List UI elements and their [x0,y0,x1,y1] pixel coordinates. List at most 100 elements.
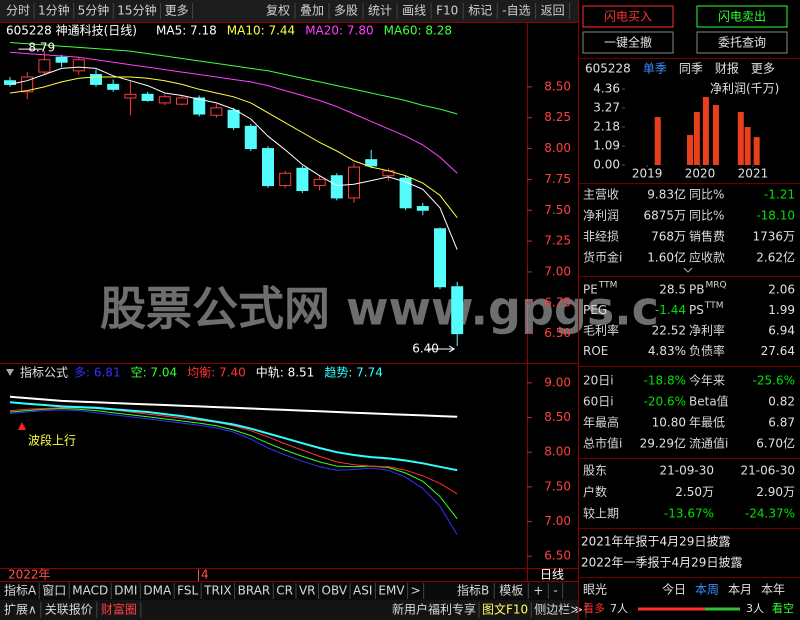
label: 主营收 [583,188,619,202]
indicator-tab[interactable]: 指标A [4,583,37,598]
trade-button[interactable] [696,5,788,28]
indicator-tab[interactable]: CR [276,584,293,598]
toolbar-button[interactable]: 复权 [266,4,290,18]
candle-body [416,206,429,211]
trade-button-label[interactable]: 委托查询 [718,36,766,50]
y-tick-label: 2.18 [593,120,620,134]
panel-tab[interactable]: 单季 [643,62,667,76]
y-tick-label: 6.75 [544,295,571,309]
label: 净利率 [689,323,725,338]
indicator-tab[interactable]: DMI [114,584,137,598]
candle-body [227,109,240,129]
label: 销售费 [689,229,725,244]
panel-tab[interactable]: 更多 [751,62,775,76]
period-tab[interactable]: 本年 [761,583,785,597]
bar [654,117,661,165]
label: 货币金i [583,250,622,265]
indicator-tab[interactable]: DMA [143,584,172,598]
legend-entry: 中轨: 8.51 [256,365,315,380]
toolbar-button[interactable]: 返回 [541,4,565,18]
toolbar-button[interactable]: 15分钟 [117,3,156,18]
label: PEG [583,303,607,317]
trade-button-label[interactable]: 一键全撤 [604,35,652,50]
toolbar-button[interactable]: 标记 [468,4,492,18]
trade-button[interactable] [696,31,788,54]
indicator-tab[interactable]: - [553,584,557,598]
toolbar-button[interactable]: 5分钟 [78,3,110,18]
indicator-tab[interactable]: 模板 [499,584,523,598]
indicator-tab[interactable]: > [411,584,421,598]
trade-button[interactable] [582,5,674,28]
value: 2.06 [768,283,795,297]
toolbar-button[interactable]: F10 [436,4,458,18]
toolbar-button[interactable]: 1分钟 [38,3,70,18]
toolbar-button[interactable]: 画线 [402,4,426,18]
bar [744,127,751,165]
toolbar-button[interactable]: 分时 [6,4,30,18]
period-tab[interactable]: 本月 [728,583,752,597]
indicator-tab[interactable]: 指标B [457,583,489,598]
toolbar-button[interactable]: 叠加 [300,4,324,18]
label: 总市值i [583,436,622,451]
indicator-tab[interactable]: VR [299,584,316,598]
trade-button-label[interactable]: 闪电买入 [604,10,652,24]
indicator-tab[interactable]: ASI [353,584,372,598]
status-button[interactable]: 财富圈 [101,602,137,617]
y-tick-label: 8.50 [544,79,571,93]
label: 毛利率 [583,323,619,338]
value: 2.50万 [675,485,714,499]
legend-entry: MA5: 7.18 [156,24,217,38]
trade-button-label[interactable]: 闪电卖出 [718,10,766,24]
bar [753,137,760,165]
candle-body [107,83,120,90]
toolbar-button[interactable]: 更多 [165,4,189,18]
indicator-tab[interactable]: FSL [177,584,198,598]
status-button[interactable]: 新用户福利专享 [392,602,476,617]
label: Beta值 [689,394,729,409]
toolbar-button[interactable]: -自选 [502,4,530,18]
status-button[interactable]: 关联报价 [45,602,93,617]
legend-entry: 趋势: 7.74 [324,366,383,380]
status-button[interactable]: 侧边栏≫ [534,602,583,617]
indicator-tab[interactable]: OBV [322,584,348,598]
expand-icon [683,267,693,273]
indicator-tab[interactable]: 窗口 [42,584,66,598]
ma-line [9,51,458,174]
y-tick-label: 6.50 [544,549,571,563]
signal-marker [18,422,26,430]
panel-tab[interactable]: 同季 [679,62,703,76]
toolbar-button[interactable]: 多股 [334,4,358,18]
candle-body [348,166,360,199]
label: 同比% [689,188,724,202]
status-button[interactable]: 图文F10 [482,602,528,617]
indicator-tab[interactable]: + [533,584,543,598]
y-tick-label: 0.00 [593,158,620,172]
y-tick-label: 4.36 [593,82,620,96]
trade-button[interactable] [582,31,674,54]
period-tab[interactable]: 本周 [695,583,719,597]
status-button[interactable]: 扩展∧ [4,603,37,617]
label: 非经损 [583,230,619,244]
toolbar-button[interactable]: 统计 [368,4,392,18]
period-tab[interactable]: 今日 [662,582,686,597]
candle-body [141,93,154,101]
indicator-tab[interactable]: MACD [72,584,108,598]
label: 负债率 [689,343,725,358]
value: 29.29亿 [640,436,686,451]
panel-tab[interactable]: 605228 [585,62,631,76]
bar [737,112,744,165]
indicator-tab[interactable]: EMV [378,584,405,598]
superscript: TTM [598,281,618,291]
value: -13.67% [664,507,714,521]
value: 768万 [651,230,686,244]
indicator-tab[interactable]: TRIX [203,584,231,598]
value: -1.44 [655,303,686,317]
indicator-tab[interactable]: BRAR [238,584,271,598]
legend-entry: MA60: 8.28 [384,24,452,38]
period-label: 日线 [540,568,564,582]
y-tick-label: 8.00 [544,141,571,155]
label: 净利润 [583,209,619,223]
panel-tab[interactable]: 财报 [715,61,739,76]
